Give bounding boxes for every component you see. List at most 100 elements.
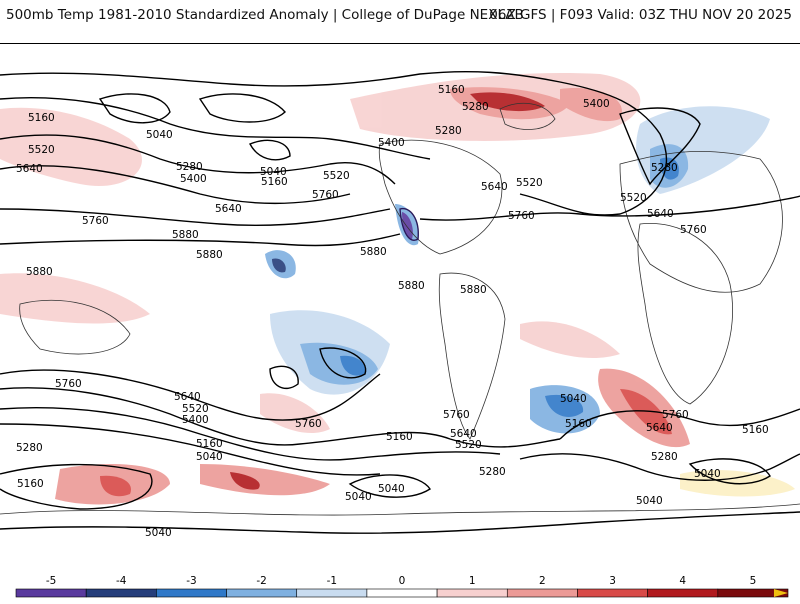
contour-label: 5520 <box>323 170 350 182</box>
contour-label: 5040 <box>145 527 172 539</box>
colorbar-bin <box>436 588 508 598</box>
contour-label: 5520 <box>620 192 647 204</box>
south-america-coast <box>438 272 506 440</box>
contour-line <box>619 107 701 186</box>
contour-label: 5880 <box>398 280 425 292</box>
colorbar-tick-label: -3 <box>186 575 196 587</box>
anomaly-positive-area <box>260 393 330 434</box>
contour-label: 5760 <box>295 418 322 430</box>
contour-line <box>0 387 561 448</box>
contour-label: 5040 <box>636 495 663 507</box>
contour-label: 5760 <box>312 189 339 201</box>
contour-label: 5160 <box>565 418 592 430</box>
contour-line <box>0 407 501 461</box>
colorbar-tick-label: 1 <box>469 575 476 587</box>
contour-label: 5520 <box>28 144 55 156</box>
colorbar-bin <box>506 588 578 598</box>
contour-label: 5640 <box>16 163 43 175</box>
colorbar-tick-label: 4 <box>679 575 686 587</box>
australia-coast <box>19 299 131 355</box>
contour-label: 5280 <box>651 162 678 174</box>
contour-label: 5040 <box>378 483 405 495</box>
contour-label: 5040 <box>694 468 721 480</box>
contour-line <box>519 453 800 481</box>
header: 500mb Temp 1981-2010 Standardized Anomal… <box>0 0 800 36</box>
colorbar-bin <box>366 588 438 598</box>
anomaly-positive-area <box>200 464 330 496</box>
anomaly-positive-area <box>470 92 545 112</box>
contour-label: 5640 <box>174 391 201 403</box>
colorbar-bin <box>15 588 87 598</box>
contour-label: 5280 <box>462 101 489 113</box>
contour-label: 5400 <box>182 414 209 426</box>
colorbar: -5 -4 -3 -2 -1 0 1 2 3 4 5 <box>0 570 800 600</box>
contour-line <box>0 70 667 216</box>
colorbar-bin <box>156 588 227 598</box>
antarctica-coast <box>0 503 800 516</box>
colorbar-tick-label: -4 <box>116 575 127 587</box>
colorbar-tick-label: -2 <box>256 575 266 587</box>
contour-line <box>419 195 800 221</box>
colorbar-max-arrow <box>773 589 788 597</box>
contour-label: 5640 <box>481 181 508 193</box>
contour-label: 5040 <box>260 166 287 178</box>
anomaly-positive-area <box>230 472 260 490</box>
colorbar-tick-label: 3 <box>609 575 616 587</box>
colorbar-bin <box>296 588 368 598</box>
anomaly-positive-area <box>520 321 620 359</box>
contour-line <box>348 474 431 498</box>
contour-label: 5400 <box>378 137 405 149</box>
colorbar-ticks: -5 -4 -3 -2 -1 0 1 2 3 4 5 <box>46 575 756 587</box>
contour-line <box>198 93 286 123</box>
contour-line <box>269 365 299 389</box>
contour-label: 5280 <box>435 125 462 137</box>
contour-label: 5520 <box>182 403 209 415</box>
anomaly-negative-area <box>402 212 413 239</box>
contour-label: 5160 <box>196 438 223 450</box>
contour-label: 5160 <box>17 478 44 490</box>
contour-label: 5040 <box>196 451 223 463</box>
map-canvas: 5160 5160 5280 5400 5040 5040 5280 5400 … <box>0 44 800 560</box>
contour-line <box>0 463 153 510</box>
colorbar-bins <box>15 588 789 598</box>
contour-label: 5160 <box>261 176 288 188</box>
contour-label: 5400 <box>180 173 207 185</box>
contour-label: 5760 <box>82 215 109 227</box>
contour-label: 5640 <box>215 203 242 215</box>
colorbar-bin <box>226 588 298 598</box>
colorbar-bin <box>85 588 157 598</box>
anomaly-positive-area <box>100 475 131 497</box>
contour-label: 5280 <box>16 442 43 454</box>
contour-line <box>98 93 171 124</box>
contour-label: 5520 <box>516 177 543 189</box>
contour-label: 5760 <box>662 409 689 421</box>
contour-label: 5760 <box>680 224 707 236</box>
contour-line <box>559 408 800 440</box>
colorbar-tick-label: -5 <box>46 575 56 587</box>
contour-line <box>0 511 800 534</box>
colorbar-tick-label: 0 <box>399 575 406 587</box>
contour-label: 5640 <box>647 208 674 220</box>
contour-label: 5280 <box>651 451 678 463</box>
colorbar-tick-label: 5 <box>750 575 757 587</box>
contour-label: 5520 <box>455 439 482 451</box>
contour-line <box>249 139 291 161</box>
contour-label: 5760 <box>443 409 470 421</box>
run-info: 06Z GFS | F093 Valid: 03Z THU NOV 20 202… <box>489 7 792 23</box>
contour-label: 5640 <box>646 422 673 434</box>
contour-line <box>0 369 381 421</box>
contour-label: 5760 <box>508 210 535 222</box>
contour-label: 5160 <box>438 84 465 96</box>
anomaly-positive-area <box>560 88 622 122</box>
contour-labels: 5160 5160 5280 5400 5040 5040 5280 5400 … <box>16 84 769 539</box>
contour-label: 5880 <box>360 246 387 258</box>
anomaly-positive-area <box>0 273 150 324</box>
contour-label: 5040 <box>345 491 372 503</box>
contour-label: 5160 <box>742 424 769 436</box>
contour-label: 5400 <box>583 98 610 110</box>
africa-coast <box>637 222 733 405</box>
contour-label: 5040 <box>560 393 587 405</box>
contour-label: 5880 <box>196 249 223 261</box>
anomaly-negative-area <box>545 394 584 417</box>
contour-label: 5640 <box>450 428 477 440</box>
